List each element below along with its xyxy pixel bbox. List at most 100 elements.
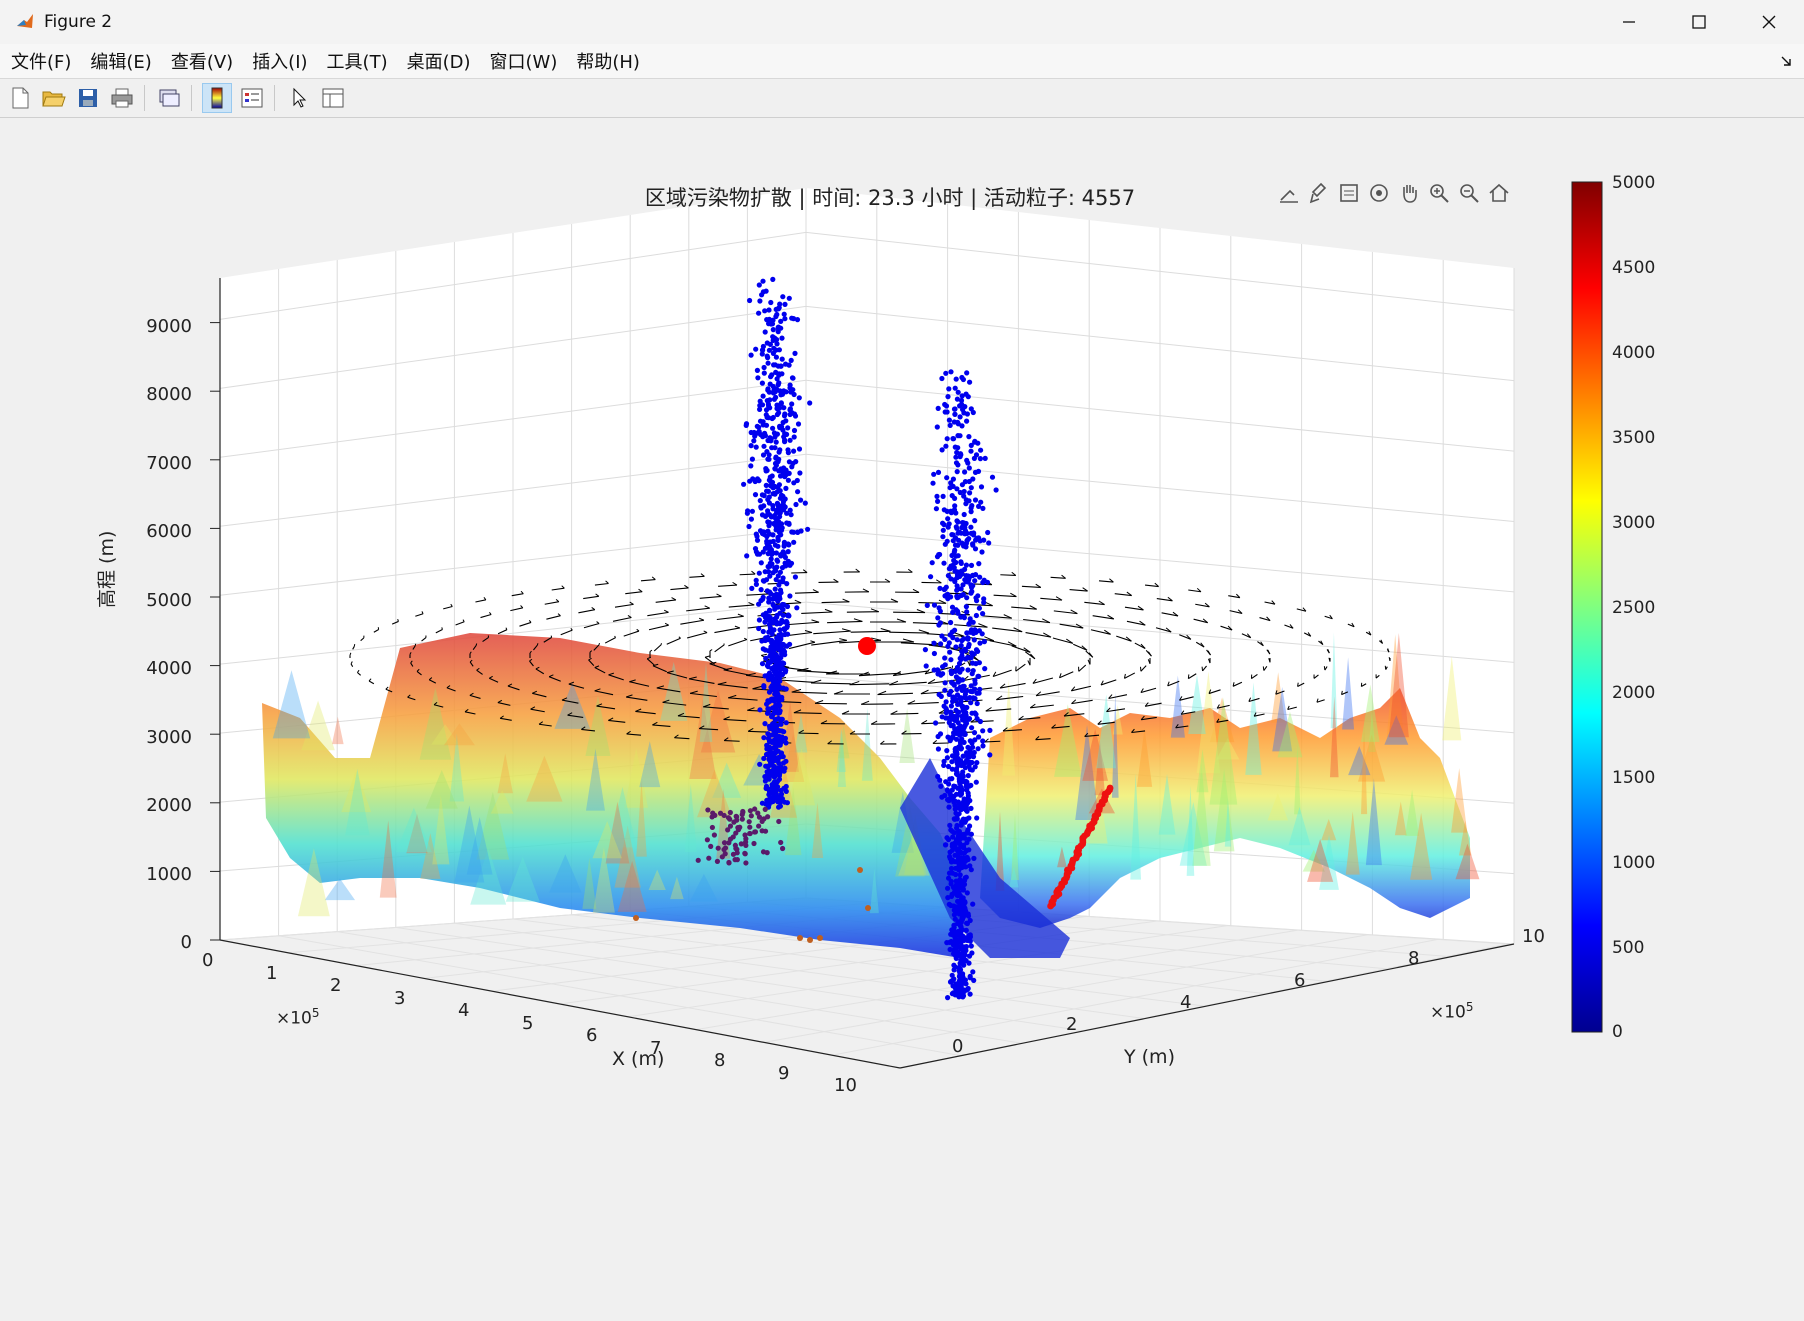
colorbar-toggle-icon[interactable] [202, 83, 232, 113]
wind-arrow-head [842, 598, 850, 603]
pan-hand-icon[interactable] [1394, 178, 1424, 208]
wind-arrow [1025, 632, 1052, 638]
particle [760, 393, 766, 399]
wind-arrow-head [743, 637, 748, 640]
particle [957, 904, 963, 910]
menu-view[interactable]: 查看(V) [170, 52, 234, 73]
menu-help[interactable]: 帮助(H) [576, 52, 640, 73]
axes-toolbar [1274, 178, 1514, 208]
particle [787, 411, 793, 418]
particle [985, 529, 991, 536]
close-button[interactable] [1734, 0, 1804, 44]
particle [959, 393, 965, 399]
menu-edit[interactable]: 编辑(E) [90, 52, 152, 73]
terrain-surface [262, 632, 1480, 958]
particle [968, 509, 974, 515]
menu-desktop[interactable]: 桌面(D) [406, 52, 471, 73]
particle [950, 538, 956, 544]
particle [777, 488, 783, 494]
particle [955, 553, 961, 559]
particle [928, 574, 934, 580]
wind-arrow-head [1179, 696, 1183, 701]
wind-arrow [476, 669, 483, 675]
particle [782, 437, 788, 443]
menu-window[interactable]: 窗口(W) [489, 52, 558, 73]
wind-arrow-head [709, 649, 713, 652]
particle [783, 467, 789, 473]
save-icon[interactable] [74, 84, 102, 112]
wind-arrow [1035, 738, 1051, 741]
menu-file[interactable]: 文件(F) [11, 52, 72, 73]
wind-arrow [511, 593, 524, 597]
brush-icon[interactable] [1304, 178, 1334, 208]
particle [781, 785, 787, 791]
particle [981, 599, 987, 606]
particle [765, 637, 772, 643]
dock-arrow-icon[interactable] [1780, 52, 1792, 71]
particle [959, 653, 965, 659]
link-figure-icon[interactable] [155, 84, 183, 112]
particle [962, 694, 968, 701]
open-file-icon[interactable] [40, 84, 68, 112]
particle [961, 488, 967, 495]
export-icon[interactable] [1274, 178, 1304, 208]
particle [773, 703, 779, 709]
colorbar[interactable] [1571, 181, 1603, 1033]
wind-arrow-head [1262, 666, 1265, 671]
particle [952, 406, 958, 412]
wind-arrow-head [890, 710, 898, 715]
axes-3d[interactable] [0, 118, 1804, 1321]
wind-arrow [1071, 699, 1093, 705]
particle-deposit [748, 813, 754, 819]
particle [778, 424, 785, 430]
particle [953, 736, 960, 742]
particle [787, 437, 793, 443]
zoom-out-icon[interactable] [1454, 178, 1484, 208]
particle [795, 489, 801, 495]
particle [789, 375, 796, 381]
particle [773, 596, 779, 602]
particle [952, 568, 958, 574]
wind-arrow [1059, 623, 1084, 629]
particle [757, 498, 763, 504]
particle [767, 474, 773, 480]
particle [973, 452, 980, 458]
particle [763, 482, 769, 488]
minimize-button[interactable] [1594, 0, 1664, 44]
wind-arrow-head [638, 588, 643, 593]
menu-insert[interactable]: 插入(I) [252, 52, 308, 73]
edit-plot-arrow-icon[interactable] [285, 84, 313, 112]
wind-arrow [1284, 624, 1294, 629]
wind-arrow [810, 682, 851, 685]
wind-arrow [1232, 681, 1243, 687]
terrain-facet [419, 687, 452, 760]
particle [765, 456, 771, 462]
particle-deposit [740, 809, 746, 815]
wind-arrow [1179, 696, 1194, 701]
datatip-icon[interactable] [1334, 178, 1364, 208]
zoom-in-icon[interactable] [1424, 178, 1454, 208]
particle [753, 581, 760, 587]
rotate-3d-icon[interactable] [1364, 178, 1394, 208]
legend-toggle-icon[interactable] [238, 84, 266, 112]
particle [972, 695, 978, 702]
particle [774, 311, 780, 318]
particle [935, 498, 941, 504]
particle [977, 456, 984, 462]
maximize-button[interactable] [1664, 0, 1734, 44]
particle [770, 675, 777, 682]
particle [792, 413, 799, 419]
property-inspector-icon[interactable] [319, 84, 347, 112]
wind-arrow [648, 624, 669, 631]
menu-tools[interactable]: 工具(T) [326, 52, 388, 73]
new-figure-icon[interactable] [6, 84, 34, 112]
print-icon[interactable] [108, 84, 136, 112]
wind-arrow [538, 723, 552, 727]
wind-arrow-head [589, 650, 593, 653]
home-icon[interactable] [1484, 178, 1514, 208]
particle [962, 469, 968, 475]
particle [763, 801, 769, 807]
particle-deposit [755, 810, 761, 816]
wind-arrow-head [678, 636, 681, 639]
terrain-facet [1277, 711, 1303, 758]
